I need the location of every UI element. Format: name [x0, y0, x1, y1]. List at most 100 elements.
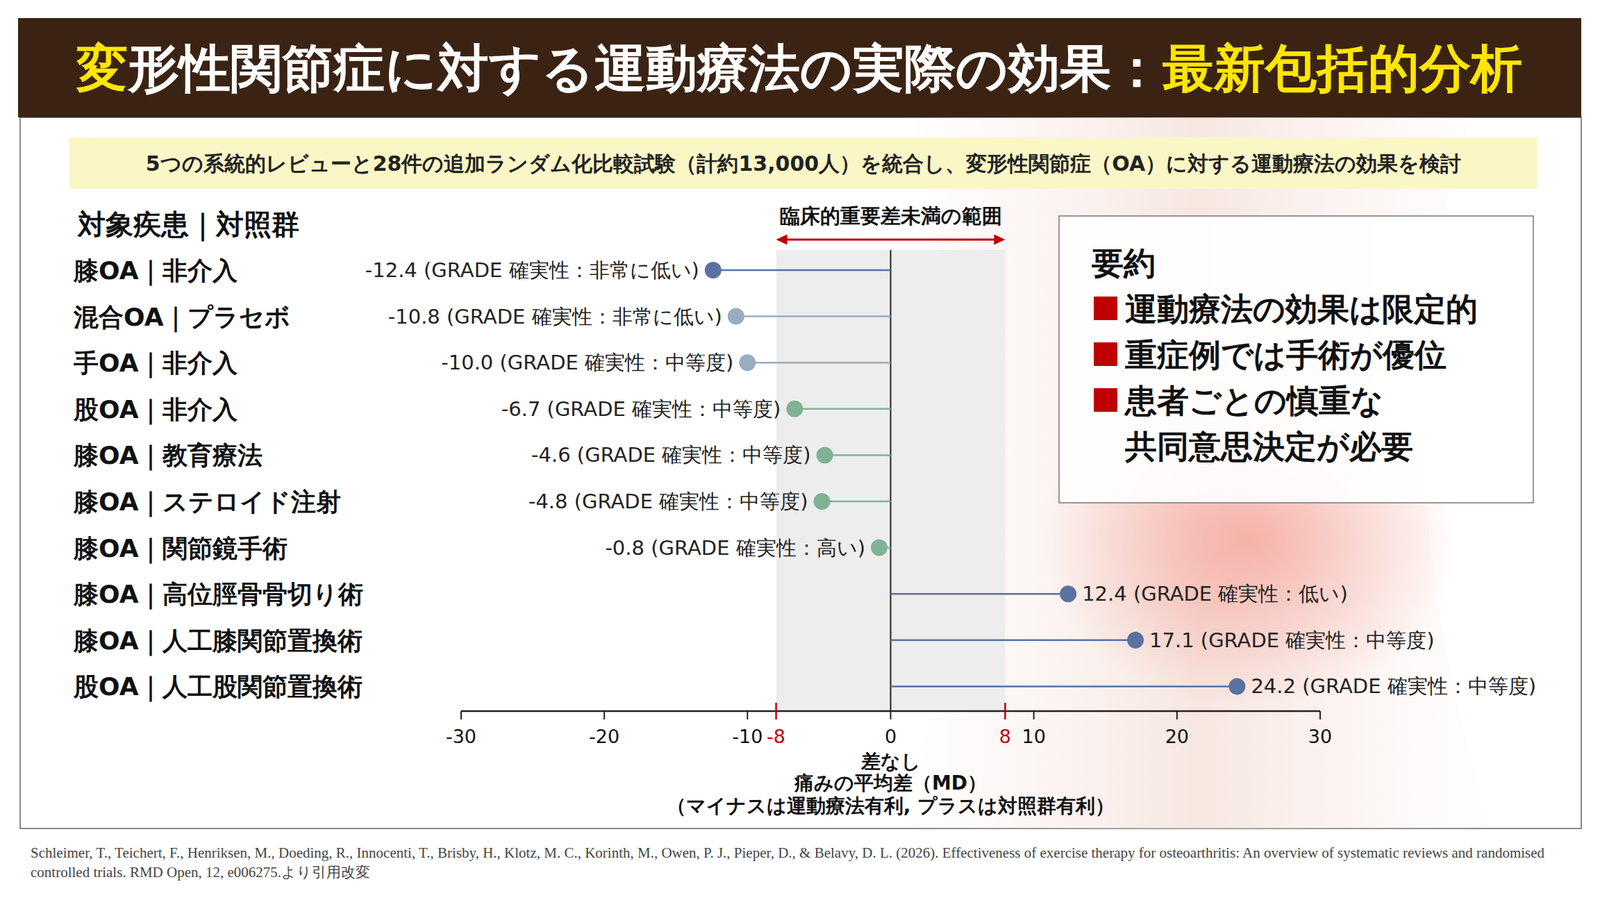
summary-bullet: [1093, 342, 1118, 366]
dot: [1059, 585, 1077, 603]
band-tick: [775, 702, 778, 720]
grade-label: (GRADE 確実性：中等度): [493, 350, 734, 375]
dot: [870, 539, 888, 557]
value-label: -12.4: [365, 258, 418, 282]
category-label: 膝OA｜高位脛骨骨切り術: [72, 579, 364, 610]
x-tick-label: -10: [731, 725, 763, 748]
category-label: 膝OA｜ステロイド注射: [72, 487, 342, 518]
x-tick: [603, 711, 605, 720]
stem: [890, 639, 1137, 642]
data-label: 12.4 (GRADE 確実性：低い): [1081, 581, 1348, 606]
value-label: -6.7: [501, 397, 541, 421]
summary-item: 重症例では手術が優位: [1125, 336, 1447, 374]
stem: [890, 685, 1238, 688]
summary-bullet: [1093, 296, 1118, 321]
x-tick-label: 10: [1021, 725, 1046, 748]
category-label: 混合OA｜プラセボ: [72, 302, 291, 333]
title-bar: [18, 18, 1582, 118]
band-arrow-head: [993, 234, 1005, 246]
dot: [813, 493, 831, 510]
stem: [736, 315, 891, 318]
x-tick-label: -30: [445, 725, 477, 748]
grade-label: (GRADE 確実性：中等度): [1295, 674, 1537, 698]
band-tick-label: -8: [766, 725, 786, 748]
x-tick: [746, 711, 748, 720]
categories-title: 対象疾患｜対照群: [77, 208, 300, 242]
data-label: -4.8 (GRADE 確実性：中等度): [528, 489, 809, 514]
stage: 変形性関節症に対する運動療法の実際の効果：最新包括的分析 5つの系統的レビューと2…: [0, 0, 1600, 900]
category-label: 膝OA｜教育療法: [72, 440, 264, 471]
title: 変形性関節症に対する運動療法の実際の効果：最新包括的分析: [75, 38, 1523, 98]
value-label: 24.2: [1250, 674, 1296, 698]
title-part: 最新包括的分析: [1162, 38, 1523, 98]
x-tick: [1033, 711, 1035, 720]
value-label: -0.8: [604, 536, 645, 560]
grade-label: (GRADE 確実性：中等度): [568, 489, 809, 514]
x-tick-label: 20: [1165, 725, 1189, 748]
grade-label: (GRADE 確実性：中等度): [570, 443, 812, 467]
stem: [822, 500, 891, 503]
band: [776, 250, 1006, 712]
data-label: -6.7 (GRADE 確実性：中等度): [501, 397, 782, 421]
x-tick: [1176, 711, 1178, 720]
grade-label: (GRADE 確実性：非常に低い): [417, 258, 700, 282]
panel: [20, 117, 1582, 829]
source: Schleimer, T., Teichert, F., Henriksen, …: [30, 843, 1559, 882]
stem: [794, 408, 891, 411]
category-label: 膝OA｜人工膝関節置換術: [72, 626, 364, 657]
data-label: -12.4 (GRADE 確実性：非常に低い): [365, 258, 700, 282]
dot: [786, 400, 803, 418]
dot: [704, 261, 722, 279]
stem: [713, 269, 891, 272]
value-label: -4.8: [528, 489, 569, 514]
stem: [825, 454, 891, 457]
grade-label: (GRADE 確実性：非常に低い): [440, 304, 723, 329]
summary-title: 要約: [1091, 244, 1156, 282]
band-tick: [1004, 702, 1007, 720]
x-note: （マイナスは運動療法有利, プラスは対照群有利）: [666, 794, 1115, 818]
zero-line: [890, 250, 892, 712]
summary-bullet: [1093, 388, 1118, 412]
grade-label: (GRADE 確実性：中等度): [540, 397, 781, 421]
title-part: 形性関節症に対する運動療法の実際の効果：: [127, 38, 1163, 98]
band-arrow: [779, 238, 1003, 241]
data-label: -4.6 (GRADE 確実性：中等度): [531, 443, 812, 467]
value-label: -10.8: [388, 304, 441, 329]
title-part: 変: [75, 38, 128, 98]
zero-label: 差なし: [860, 750, 921, 773]
subtitle: 5つの系統的レビューと28件の追加ランダム化比較試験（計約13,000人）を統合…: [145, 151, 1462, 176]
value-label: 17.1: [1149, 628, 1195, 653]
x-tick-label: -20: [588, 725, 620, 748]
dot: [738, 354, 756, 371]
band-arrow-head: [776, 234, 788, 246]
category-label: 膝OA｜関節鏡手術: [72, 534, 289, 564]
summary-box: [1059, 215, 1534, 503]
x-label: 痛みの平均差（MD）: [793, 771, 987, 795]
summary-item: 共同意思決定が必要: [1124, 427, 1414, 466]
stem: [747, 361, 891, 364]
dot: [1228, 677, 1246, 695]
category-label: 手OA｜非介入: [73, 348, 239, 379]
data-label: -10.0 (GRADE 確実性：中等度): [440, 350, 734, 375]
category-label: 股OA｜非介入: [72, 395, 239, 425]
x-tick-label: 30: [1308, 725, 1332, 748]
subtitle-box: [69, 137, 1538, 189]
category-label: 膝OA｜非介入: [72, 256, 239, 287]
x-tick-label: 0: [884, 725, 897, 748]
band-tick-label: 8: [999, 725, 1012, 748]
grade-label: (GRADE 確実性：低い): [1127, 581, 1348, 606]
dot: [816, 446, 834, 464]
summary-item: 運動療法の効果は限定的: [1125, 290, 1478, 328]
band-label: 臨床的重要差未満の範囲: [779, 204, 1003, 228]
stem: [890, 593, 1069, 596]
grade-label: (GRADE 確実性：高い): [644, 536, 866, 560]
data-label: 17.1 (GRADE 確実性：中等度): [1149, 628, 1435, 653]
x-tick: [1319, 711, 1321, 720]
x-tick: [890, 711, 892, 720]
value-label: -4.6: [531, 443, 571, 467]
value-label: 12.4: [1081, 581, 1128, 606]
data-label: -0.8 (GRADE 確実性：高い): [604, 536, 866, 560]
data-label: -10.8 (GRADE 確実性：非常に低い): [388, 304, 723, 329]
summary-item: 患者ごとの慎重な: [1123, 381, 1384, 420]
dot: [727, 308, 745, 325]
